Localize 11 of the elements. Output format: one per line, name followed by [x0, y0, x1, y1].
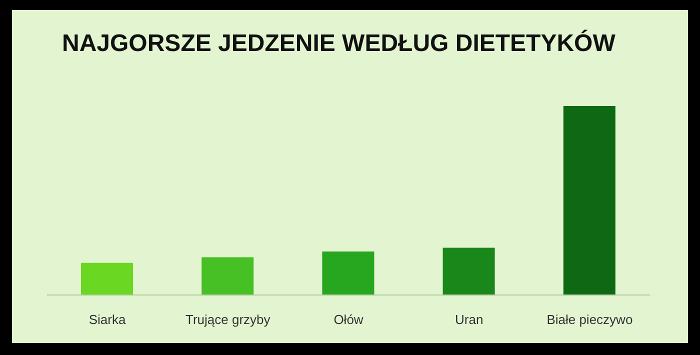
bar: [563, 106, 616, 295]
x-tick-label: Białe pieczywo: [546, 312, 633, 328]
bar: [322, 252, 374, 295]
bar: [202, 257, 254, 295]
x-tick-label: Trujące grzyby: [186, 312, 271, 328]
bar: [81, 262, 133, 295]
chart-title: NAJGORSZE JEDZENIE WEDŁUG DIETETYKÓW: [62, 30, 616, 58]
x-tick-label: Ołów: [334, 312, 364, 328]
x-tick-label: Siarka: [88, 312, 126, 328]
x-tick-label: Uran: [455, 312, 484, 328]
bar: [442, 248, 495, 295]
